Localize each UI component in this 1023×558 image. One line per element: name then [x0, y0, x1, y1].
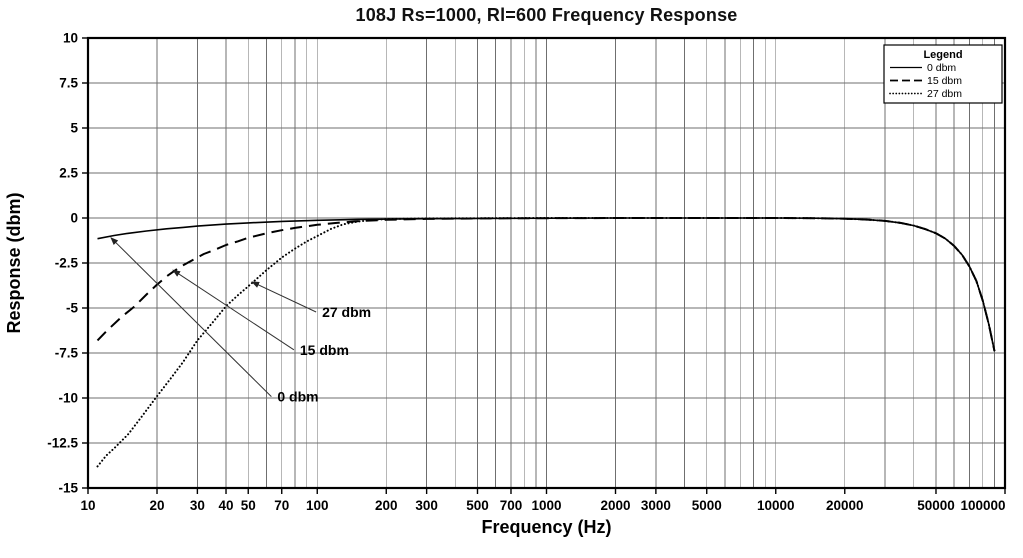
x-tick-label: 20: [149, 498, 164, 513]
y-tick-label: -2.5: [55, 256, 79, 271]
annotation-arrow: [251, 281, 317, 313]
x-tick-label: 100000: [960, 498, 1005, 513]
annotation-label: 0 dbm: [277, 389, 318, 405]
x-tick-label: 30: [190, 498, 205, 513]
series-line-0-dbm: [97, 217, 996, 352]
x-tick-label: 10: [80, 498, 95, 513]
y-tick-label: 5: [70, 121, 78, 136]
legend-title: Legend: [923, 49, 962, 61]
annotation-15-dbm: 15 dbm: [172, 269, 349, 358]
grid-lines: [88, 38, 1005, 488]
x-tick-label: 40: [219, 498, 234, 513]
x-tick-label: 100: [306, 498, 329, 513]
y-tick-label: -7.5: [55, 346, 79, 361]
x-tick-label: 200: [375, 498, 398, 513]
x-tick-label: 5000: [692, 498, 722, 513]
legend-entry-label: 15 dbm: [927, 75, 962, 87]
y-tick-label: 10: [63, 31, 78, 46]
x-tick-label: 3000: [641, 498, 671, 513]
legend-entry-label: 0 dbm: [927, 62, 956, 74]
y-axis-title: Response (dbm): [4, 192, 24, 333]
x-tick-label: 300: [415, 498, 438, 513]
x-tick-label: 2000: [600, 498, 630, 513]
x-axis-title: Frequency (Hz): [481, 517, 611, 537]
x-tick-label: 1000: [531, 498, 561, 513]
y-tick-label: 2.5: [59, 166, 78, 181]
legend-entry-label: 27 dbm: [927, 88, 962, 100]
frequency-response-plot: 10 20 30 40 50 70 100 200 300 500 700 1000 2000 3000 5…: [4, 31, 1007, 537]
x-tick-label: 50000: [917, 498, 955, 513]
x-tick-label: 500: [466, 498, 489, 513]
series-line-15-dbm: [96, 217, 996, 352]
y-tick-label: 7.5: [59, 76, 78, 91]
annotation-arrow: [110, 237, 272, 397]
annotation-label: 15 dbm: [300, 342, 349, 358]
y-tick-label: -5: [66, 301, 78, 316]
y-tick-label: -15: [58, 481, 78, 496]
annotation-27-dbm: 27 dbm: [251, 281, 371, 320]
annotation-0-dbm: 0 dbm: [110, 237, 319, 405]
y-tick-label: -10: [58, 391, 78, 406]
chart-title: 108J Rs=1000, Rl=600 Frequency Response: [355, 5, 738, 25]
x-tick-label: 50: [241, 498, 256, 513]
series-line-27-dbm: [96, 217, 996, 468]
y-tick-label: 0: [70, 211, 78, 226]
x-axis-tick-labels: 10 20 30 40 50 70 100 200 300 500 700 1000 2000 3000 5…: [80, 488, 1006, 513]
annotation-label: 27 dbm: [322, 304, 371, 320]
x-tick-label: 700: [500, 498, 523, 513]
annotation-arrow: [172, 269, 295, 351]
y-axis-tick-labels: 10 7.5 5 2.5 0 -2.5 -5 -7.5 -10 -12.5 -15: [47, 31, 88, 496]
x-tick-label: 70: [274, 498, 289, 513]
x-tick-label: 20000: [826, 498, 864, 513]
x-tick-label: 10000: [757, 498, 795, 513]
y-tick-label: -12.5: [47, 436, 78, 451]
